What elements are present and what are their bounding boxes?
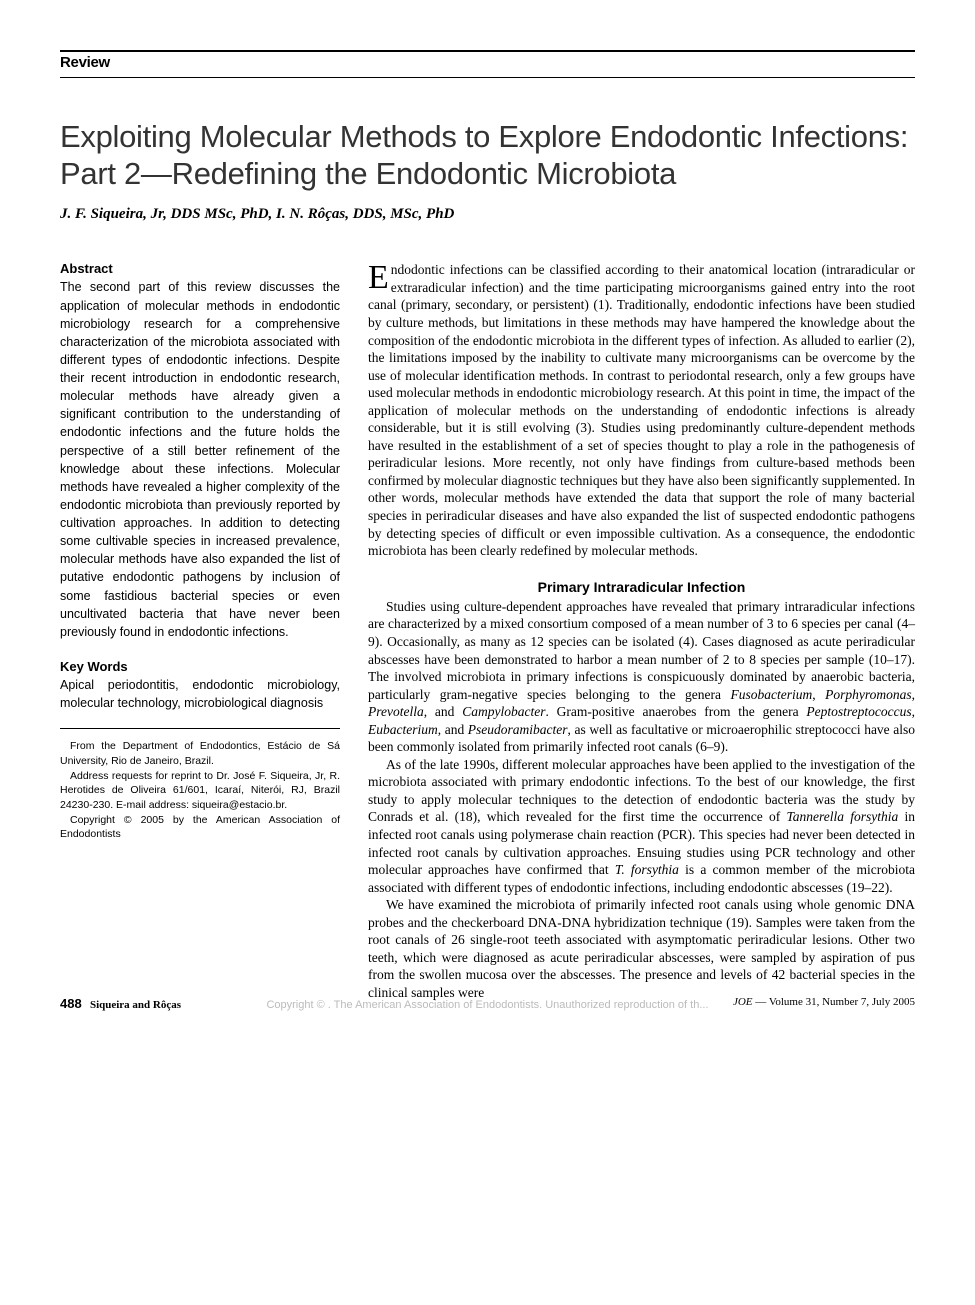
affiliation-line: From the Department of Endodontics, Está… (60, 739, 340, 768)
section-label: Review (60, 54, 915, 77)
content-columns: Abstract The second part of this review … (60, 261, 915, 1001)
affiliation-line: Address requests for reprint to Dr. José… (60, 769, 340, 813)
left-column: Abstract The second part of this review … (60, 261, 340, 1001)
authors-line: J. F. Siqueira, Jr, DDS MSc, PhD, I. N. … (60, 206, 915, 223)
abstract-heading: Abstract (60, 261, 340, 276)
body-text: Endodontic infections can be classified … (368, 261, 915, 1001)
article-title: Exploiting Molecular Methods to Explore … (60, 118, 915, 192)
affiliation-divider (60, 728, 340, 729)
issue-info: — Volume 31, Number 7, July 2005 (753, 996, 915, 1008)
affiliation-block: From the Department of Endodontics, Está… (60, 739, 340, 842)
footer-right: JOE — Volume 31, Number 7, July 2005 (733, 996, 915, 1011)
keywords-text: Apical periodontitis, endodontic microbi… (60, 676, 340, 712)
genus: Eubacterium (368, 722, 438, 737)
species: Tannerella forsythia (786, 809, 898, 824)
intro-text: ndodontic infections can be classified a… (368, 262, 915, 558)
section-heading-primary: Primary Intraradicular Infection (368, 578, 915, 596)
body-paragraph: Studies using culture-dependent approach… (368, 598, 915, 756)
right-column: Endodontic infections can be classified … (368, 261, 915, 1001)
page-footer: 488 Siqueira and Rôças JOE — Volume 31, … (60, 996, 915, 1011)
footer-left: 488 Siqueira and Rôças (60, 996, 181, 1011)
genus: Pseudoramibacter (468, 722, 568, 737)
body-paragraph: As of the late 1990s, different molecula… (368, 756, 915, 896)
genus: Fusobacterium (731, 687, 813, 702)
body-paragraph: We have examined the microbiota of prima… (368, 896, 915, 1001)
genus: Campylobacter (462, 704, 545, 719)
genus: Porphyromonas (825, 687, 912, 702)
genus: Peptostreptococcus (806, 704, 911, 719)
journal-abbrev: JOE (733, 996, 753, 1008)
abstract-text: The second part of this review discusses… (60, 278, 340, 641)
species: T. forsythia (615, 862, 679, 877)
affiliation-line: Copyright © 2005 by the American Associa… (60, 813, 340, 842)
intro-paragraph: Endodontic infections can be classified … (368, 261, 915, 559)
genus: Prevotella (368, 704, 424, 719)
title-block: Exploiting Molecular Methods to Explore … (60, 77, 915, 261)
keywords-heading: Key Words (60, 659, 340, 674)
footer-authors: Siqueira and Rôças (90, 999, 181, 1011)
header-rule-section: Review Exploiting Molecular Methods to E… (60, 50, 915, 261)
dropcap: E (368, 261, 391, 293)
page-number: 488 (60, 996, 82, 1011)
